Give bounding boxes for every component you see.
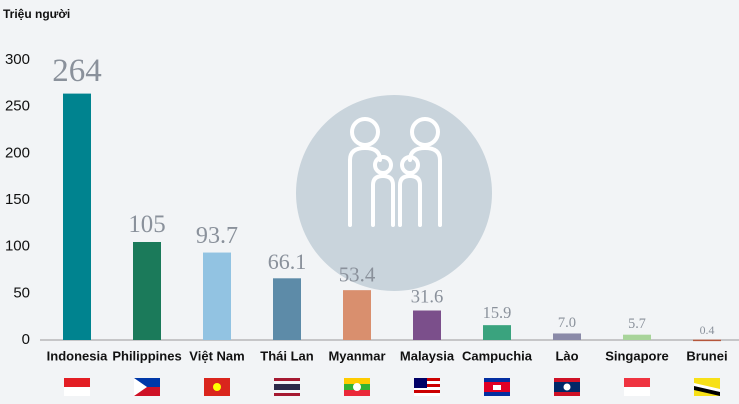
x-tick-label: Campuchia bbox=[462, 348, 533, 363]
value-label: 264 bbox=[52, 53, 102, 89]
bar bbox=[203, 252, 231, 340]
x-tick-label: Việt Nam bbox=[189, 348, 244, 363]
family-icon bbox=[296, 95, 492, 291]
y-tick-label: 100 bbox=[5, 238, 30, 255]
bar bbox=[63, 93, 91, 340]
y-tick-label: 150 bbox=[5, 191, 30, 208]
y-tick-label: 300 bbox=[5, 51, 30, 68]
x-tick-label: Thái Lan bbox=[260, 348, 314, 363]
bar bbox=[693, 339, 721, 342]
bar bbox=[623, 334, 651, 340]
bar bbox=[553, 333, 581, 340]
value-label: 0.4 bbox=[700, 323, 715, 337]
bar bbox=[483, 325, 511, 340]
value-label: 15.9 bbox=[483, 303, 512, 322]
bar bbox=[133, 242, 161, 340]
y-axis-label: Triệu người bbox=[3, 7, 70, 21]
bar bbox=[273, 278, 301, 340]
flags bbox=[64, 378, 720, 396]
value-label: 31.6 bbox=[411, 287, 444, 308]
x-tick-label: Brunei bbox=[686, 348, 727, 363]
x-tick-label: Lào bbox=[555, 348, 578, 363]
x-tick-label: Indonesia bbox=[47, 348, 108, 363]
bar bbox=[413, 310, 441, 340]
x-tick-label: Singapore bbox=[605, 348, 669, 363]
y-tick-label: 0 bbox=[22, 331, 30, 348]
x-tick-label: Myanmar bbox=[328, 348, 385, 363]
bar bbox=[343, 290, 371, 340]
value-label: 66.1 bbox=[268, 249, 307, 274]
x-tick-label: Malaysia bbox=[400, 348, 455, 363]
value-label: 93.7 bbox=[196, 223, 238, 249]
y-tick-label: 50 bbox=[13, 284, 30, 301]
value-label: 7.0 bbox=[558, 315, 576, 331]
value-label: 5.7 bbox=[628, 316, 646, 332]
y-tick-label: 250 bbox=[5, 98, 30, 115]
y-tick-label: 200 bbox=[5, 144, 30, 161]
x-tick-label: Philippines bbox=[112, 348, 181, 363]
value-label: 105 bbox=[128, 211, 165, 238]
value-label: 53.4 bbox=[339, 262, 376, 286]
